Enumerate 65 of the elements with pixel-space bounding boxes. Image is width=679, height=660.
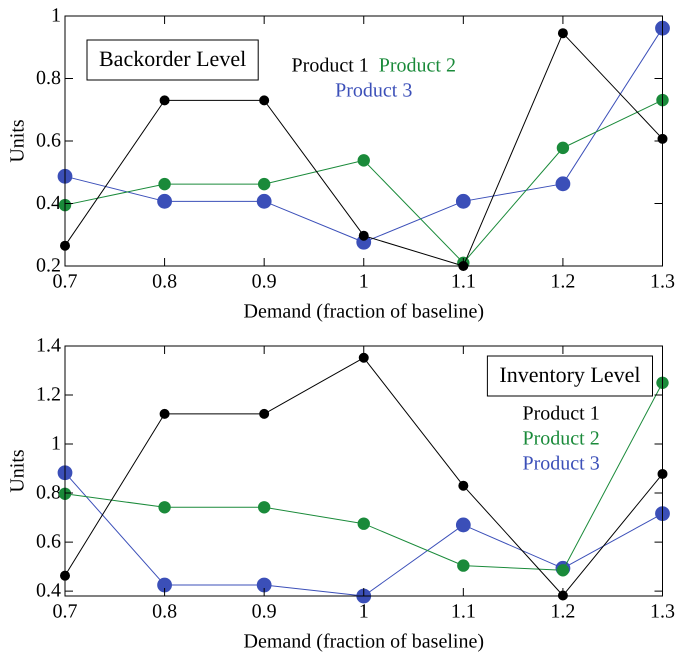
point (457, 559, 470, 572)
point (458, 480, 468, 491)
point (656, 94, 669, 106)
point (358, 154, 370, 167)
y-tick-label: 1 (51, 4, 61, 26)
point (655, 506, 670, 522)
point (258, 178, 270, 190)
x-tick-label: 1 (358, 270, 369, 292)
y-tick-label: 0.8 (36, 66, 61, 89)
point (558, 28, 568, 38)
y-axis-title: Units (6, 119, 28, 163)
y-tick-label: 0.6 (36, 129, 61, 152)
x-tick-label: 1.3 (650, 270, 675, 292)
point (256, 578, 272, 592)
point (556, 564, 570, 576)
point (256, 194, 272, 209)
text: Product 2 (378, 54, 456, 76)
point (556, 142, 570, 154)
point (556, 176, 570, 192)
x-tick-label: 1.2 (550, 270, 576, 292)
point (157, 578, 172, 592)
point (456, 194, 471, 209)
point (259, 408, 270, 419)
point (158, 501, 171, 514)
x-axis-title: Demand (fraction of baseline) (244, 630, 484, 652)
text: Product 1 (522, 402, 600, 424)
x-tick-label: 1.1 (450, 600, 476, 622)
point (358, 230, 369, 241)
y-tick-label: 1.2 (36, 383, 61, 406)
text: Product 3 (335, 79, 412, 102)
point (358, 517, 370, 530)
point (58, 465, 72, 480)
point (160, 95, 170, 106)
x-tick-label: 1.3 (650, 600, 675, 622)
x-tick-label: 0.8 (152, 270, 178, 292)
text: Product 3 (522, 452, 600, 474)
point (58, 168, 72, 184)
x-tick-label: 1.2 (550, 600, 576, 622)
point (259, 95, 270, 106)
x-tick-label: 1.1 (450, 270, 476, 292)
point (456, 518, 471, 532)
x-tick-label: 1 (358, 600, 369, 622)
x-tick-label: 0.7 (52, 600, 78, 622)
y-tick-label: 0.8 (36, 481, 61, 504)
x-tick-label: 0.9 (252, 270, 277, 292)
point (157, 194, 172, 209)
x-axis-title: Demand (fraction of baseline) (244, 300, 484, 322)
x-tick-label: 0.8 (152, 600, 178, 622)
y-tick-label: 0.4 (36, 579, 61, 602)
text: Backorder Level (99, 46, 246, 71)
y-tick-label: 0.4 (36, 192, 61, 214)
y-tick-label: 1 (51, 432, 61, 454)
y-tick-label: 0.6 (36, 530, 61, 552)
series-label: Product 2 (522, 427, 600, 450)
y-tick-label: 1.4 (36, 334, 61, 356)
text: Inventory Level (499, 362, 640, 387)
point (158, 178, 171, 190)
point (358, 352, 369, 363)
series-label: Product 1 (292, 54, 369, 76)
point (160, 408, 170, 419)
point (258, 501, 270, 514)
point (655, 20, 670, 36)
x-tick-label: 0.7 (52, 270, 78, 292)
x-tick-label: 0.9 (252, 600, 277, 622)
y-axis-title: Units (6, 449, 28, 493)
